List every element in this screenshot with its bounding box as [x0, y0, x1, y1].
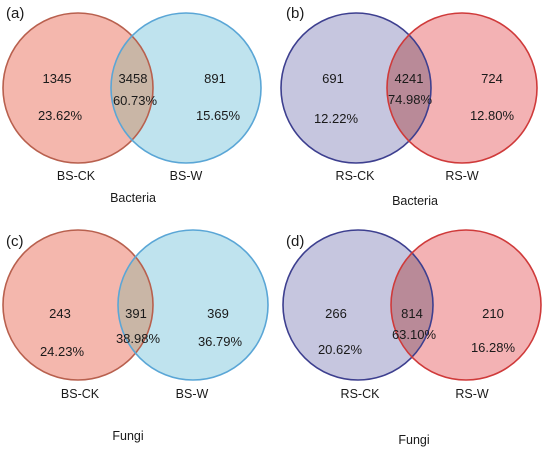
left-only-count: 691 [322, 71, 344, 86]
shared-percent: 74.98% [388, 92, 433, 107]
circle-rs-w-outline [386, 12, 538, 164]
circle-rs-ck [281, 13, 431, 163]
circle-bs-ck-outline [2, 229, 154, 381]
set-label-left: BS-CK [57, 169, 96, 183]
shared-count: 814 [401, 306, 423, 321]
panel-label: (d) [286, 233, 304, 250]
circle-rs-w-outline [390, 229, 542, 381]
venn-panel-b: (b) 691 12.22% 4241 74.98% 724 12.80% RS… [280, 5, 538, 208]
right-only-count: 369 [207, 306, 229, 321]
shared-count: 3458 [119, 71, 148, 86]
circle-rs-ck-outline [280, 12, 432, 164]
set-label-right: RS-W [455, 387, 489, 401]
right-only-count: 210 [482, 306, 504, 321]
set-label-right: BS-W [170, 169, 203, 183]
circle-bs-w [111, 13, 261, 163]
circle-rs-ck-outline [282, 229, 434, 381]
left-only-count: 243 [49, 306, 71, 321]
set-label-left: RS-CK [341, 387, 381, 401]
left-only-percent: 24.23% [40, 344, 85, 359]
venn-panel-c: (c) 243 24.23% 391 38.98% 369 36.79% BS-… [2, 229, 269, 443]
venn-panel-a: (a) 1345 23.62% 3458 60.73% 891 15.65% B… [2, 5, 262, 205]
panel-caption: Bacteria [392, 194, 438, 208]
right-only-percent: 36.79% [198, 334, 243, 349]
circle-rs-w [387, 13, 537, 163]
panel-caption: Bacteria [110, 191, 156, 205]
shared-count: 391 [125, 306, 147, 321]
venn-panel-d: (d) 266 20.62% 814 63.10% 210 16.28% RS-… [282, 229, 542, 447]
left-only-count: 1345 [43, 71, 72, 86]
circle-bs-w-outline [110, 12, 262, 164]
shared-percent: 60.73% [113, 93, 158, 108]
set-label-left: RS-CK [336, 169, 376, 183]
shared-count: 4241 [395, 71, 424, 86]
left-only-percent: 20.62% [318, 342, 363, 357]
circle-bs-ck [3, 230, 153, 380]
set-label-right: RS-W [445, 169, 479, 183]
right-only-count: 891 [204, 71, 226, 86]
panel-caption: Fungi [398, 433, 429, 447]
circle-bs-ck-outline [2, 12, 154, 164]
panel-label: (a) [6, 5, 24, 22]
shared-percent: 38.98% [116, 331, 161, 346]
right-only-count: 724 [481, 71, 503, 86]
panel-label: (c) [6, 233, 24, 250]
circle-rs-w [391, 230, 541, 380]
panel-caption: Fungi [112, 429, 143, 443]
left-only-count: 266 [325, 306, 347, 321]
circle-bs-w-outline [117, 229, 269, 381]
circle-bs-w [118, 230, 268, 380]
circle-bs-ck [3, 13, 153, 163]
right-only-percent: 15.65% [196, 108, 241, 123]
set-label-right: BS-W [176, 387, 209, 401]
panel-label: (b) [286, 5, 304, 22]
circle-rs-ck [283, 230, 433, 380]
right-only-percent: 12.80% [470, 108, 515, 123]
shared-percent: 63.10% [392, 327, 437, 342]
left-only-percent: 23.62% [38, 108, 83, 123]
left-only-percent: 12.22% [314, 111, 359, 126]
right-only-percent: 16.28% [471, 340, 516, 355]
set-label-left: BS-CK [61, 387, 100, 401]
